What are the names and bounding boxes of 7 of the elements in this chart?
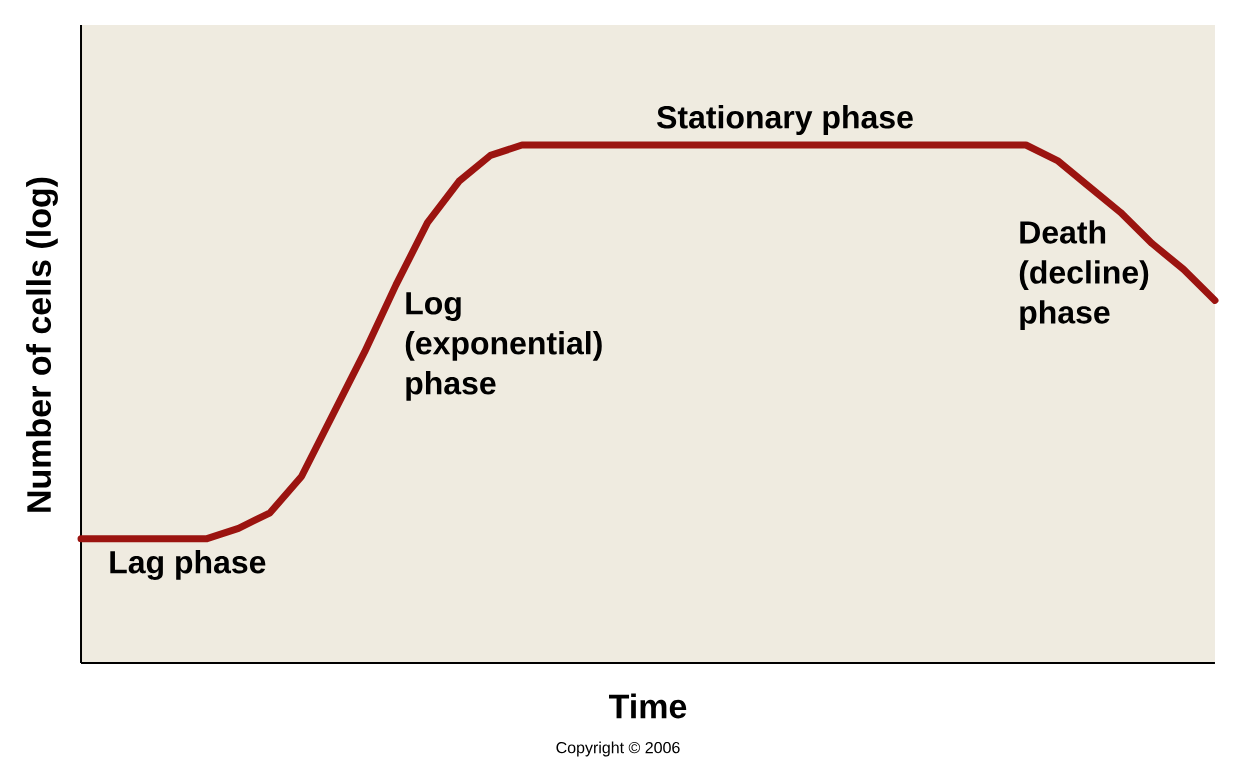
y-axis-title: Number of cells (log)	[26, 177, 58, 512]
annotation: Log (exponential) phase	[405, 292, 602, 401]
x-axis-title: Time	[609, 693, 687, 719]
text: Copyright © 2006	[556, 741, 680, 757]
text: Stationary phase	[657, 105, 913, 135]
annotation: Lag phase	[110, 550, 266, 580]
annotation: Death (decline) phase	[1019, 220, 1149, 331]
